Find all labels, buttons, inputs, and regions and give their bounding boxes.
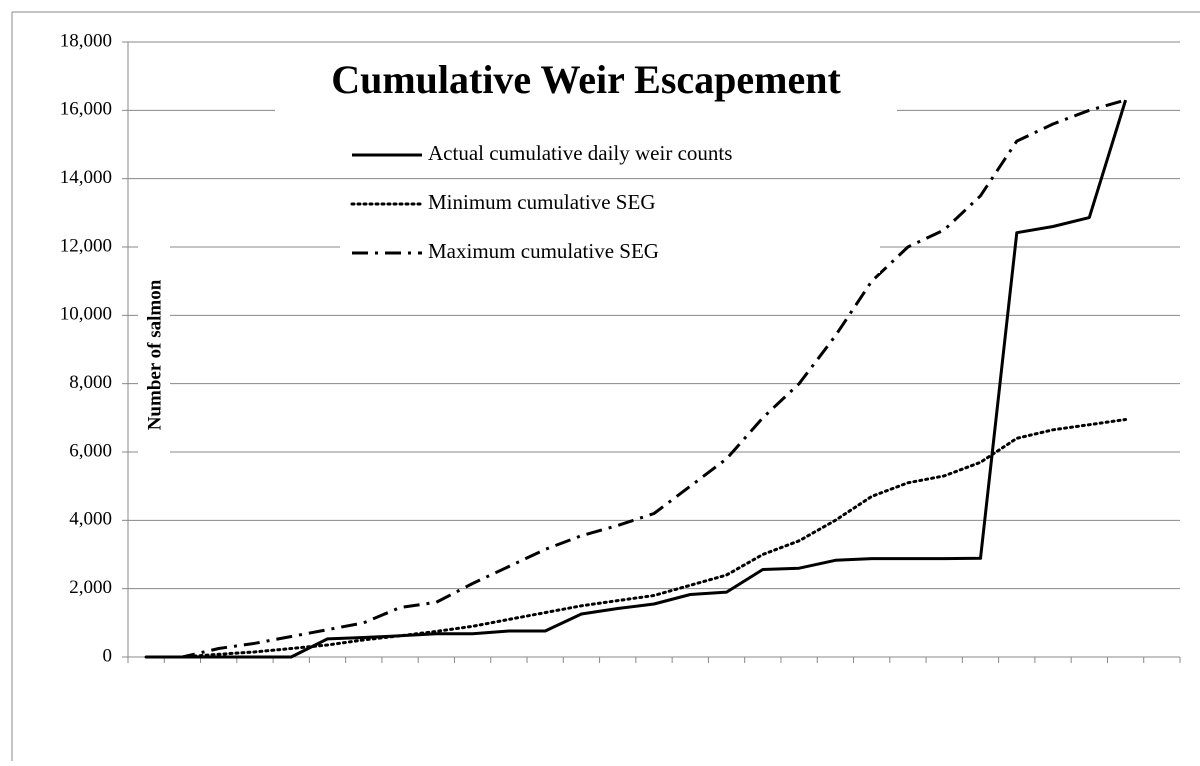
y-axis-label: Number of salmon [144, 279, 165, 430]
y-tick-label: 4,000 [69, 509, 112, 530]
y-tick-label: 14,000 [60, 167, 112, 188]
title-background [275, 55, 897, 111]
plot [144, 98, 1128, 659]
legend-background [340, 135, 880, 175]
legend-label: Minimum cumulative SEG [428, 190, 655, 214]
legend-background [340, 233, 880, 273]
grid: 0 2,000 4,000 6,000 8,000 10,000 12,000 14,000 1… [60, 30, 1181, 666]
axis-label-background [138, 240, 170, 455]
series-line [144, 418, 1128, 659]
legend-label: Actual cumulative daily weir counts [428, 141, 732, 165]
series-line [146, 99, 1128, 659]
series-line [146, 98, 1127, 659]
chart-title: Cumulative Weir Escapement [331, 57, 841, 102]
y-tick-label: 0 [103, 645, 113, 666]
y-tick-label: 18,000 [60, 30, 112, 51]
y-tick-label: 2,000 [69, 577, 112, 598]
y-tick-label: 8,000 [69, 372, 112, 393]
legend-label: Maximum cumulative SEG [428, 239, 659, 263]
legend: Actual cumulative daily weir counts Minim… [340, 135, 880, 273]
y-tick-label: 16,000 [60, 99, 112, 120]
y-tick-label: 12,000 [60, 235, 112, 256]
y-tick-label: 10,000 [60, 304, 112, 325]
y-tick-label: 6,000 [69, 440, 112, 461]
legend-background [340, 184, 880, 224]
